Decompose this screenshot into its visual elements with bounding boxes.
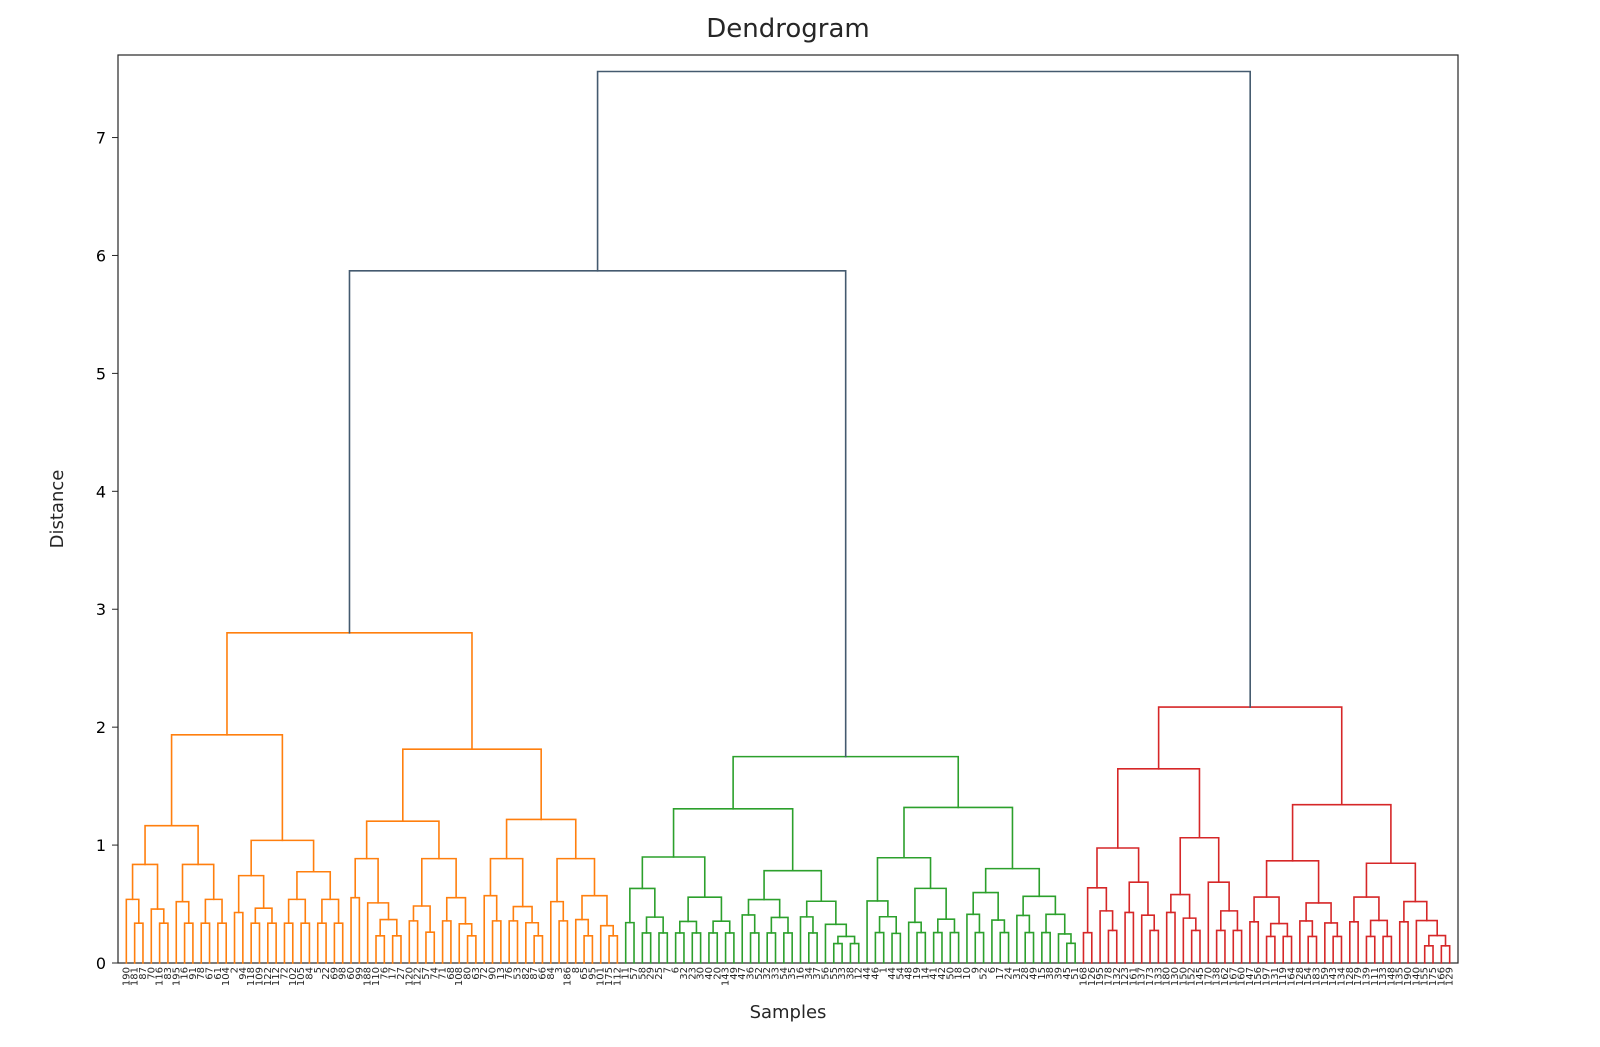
y-axis-label: Distance xyxy=(47,470,68,549)
ytick-label: 5 xyxy=(96,364,106,383)
ytick-label: 2 xyxy=(96,718,106,737)
svg-text:129: 129 xyxy=(1445,967,1456,986)
leaf-label: 129 xyxy=(1445,967,1456,986)
chart-title: Dendrogram xyxy=(706,14,869,44)
ytick-label: 4 xyxy=(96,482,106,501)
ytick-label: 1 xyxy=(96,836,106,855)
dendrogram-chart: Dendrogram01234567DistanceSamples1901818… xyxy=(0,0,1600,1047)
ytick-label: 0 xyxy=(96,954,106,973)
ytick-label: 3 xyxy=(96,600,106,619)
ytick-label: 7 xyxy=(96,129,106,148)
ytick-label: 6 xyxy=(96,246,106,265)
x-axis-label: Samples xyxy=(750,1002,827,1023)
